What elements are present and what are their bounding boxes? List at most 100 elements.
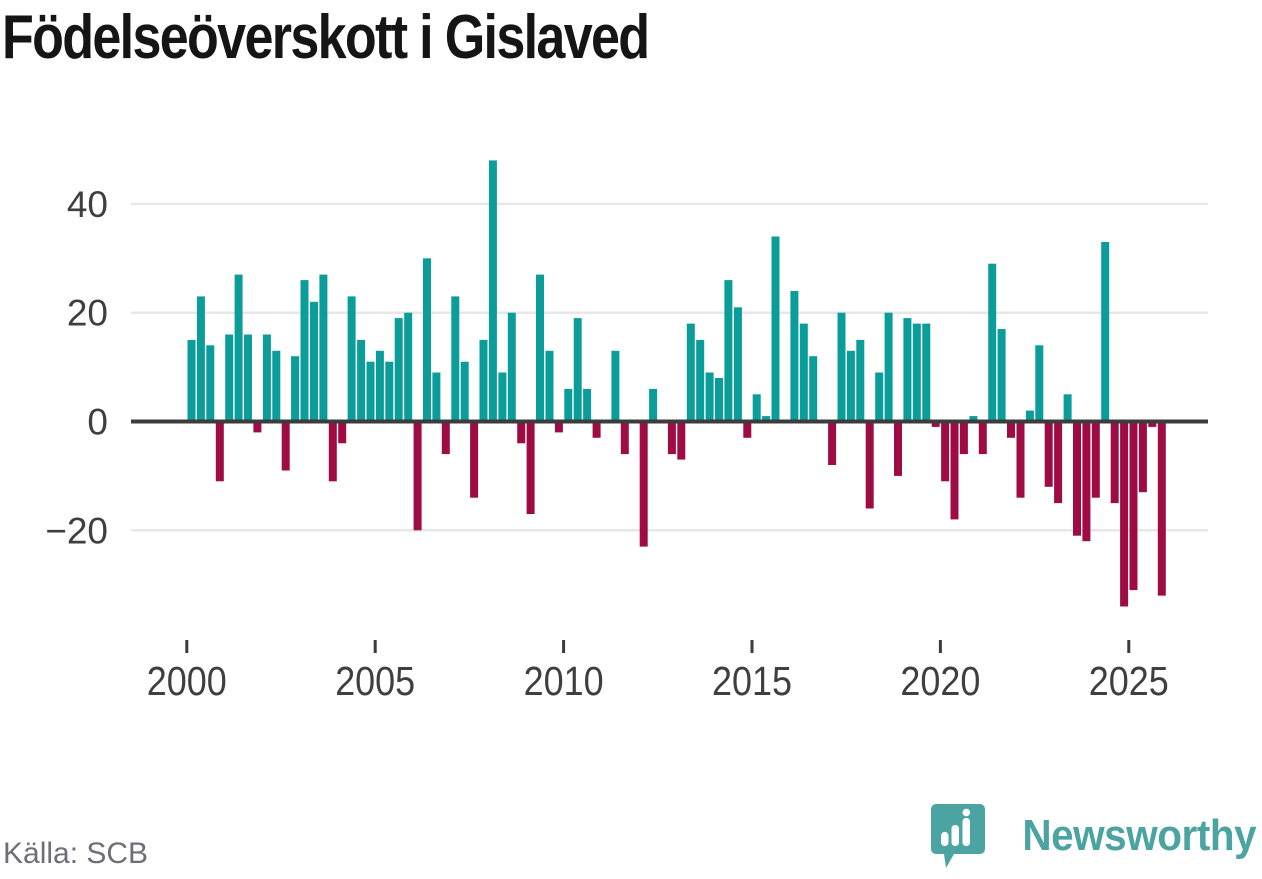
bar-2022-q4 <box>1044 421 1053 487</box>
bar-2000-q2 <box>196 296 205 422</box>
y-axis-label-20: 20 <box>67 293 108 334</box>
bar-2002-q3 <box>281 421 290 471</box>
bar-2006-q3 <box>432 372 441 422</box>
x-axis-label-2010: 2010 <box>524 658 604 704</box>
bar-2008-q1 <box>488 160 497 422</box>
bar-2020-q2 <box>950 421 959 520</box>
bar-2000-q4 <box>215 421 224 482</box>
speech-bubble-bar-chart-icon <box>930 804 985 868</box>
bar-2012-q2 <box>649 388 658 422</box>
bar-2014-q4 <box>743 421 752 438</box>
bar-2010-q3 <box>583 388 592 422</box>
bar-2012-q4 <box>667 421 676 455</box>
bar-2022-q3 <box>1035 345 1044 422</box>
bar-2011-q2 <box>611 350 620 422</box>
bar-2024-q3 <box>1110 421 1119 504</box>
bar-2005-q3 <box>394 318 403 422</box>
bar-2002-q1 <box>262 334 271 422</box>
newsworthy-logo: Newsworthy <box>930 803 1256 869</box>
bar-2004-q2 <box>347 296 356 422</box>
bar-2025-q1 <box>1129 421 1138 591</box>
bar-2006-q1 <box>413 421 422 531</box>
bar-2007-q3 <box>470 421 479 498</box>
bar-2017-q2 <box>837 312 846 422</box>
bar-2013-q4 <box>705 372 714 422</box>
bar-2014-q3 <box>733 307 742 422</box>
bar-2000-q1 <box>187 339 196 422</box>
bar-2021-q2 <box>988 263 997 422</box>
bar-2020-q3 <box>959 421 968 455</box>
bar-2013-q2 <box>686 323 695 422</box>
bar-2021-q4 <box>1007 421 1015 438</box>
bar-2018-q2 <box>875 372 884 422</box>
bar-2009-q3 <box>545 350 554 422</box>
bar-2013-q1 <box>677 421 686 460</box>
bar-2012-q1 <box>639 421 648 547</box>
bar-2025-q4 <box>1157 421 1166 596</box>
bar-2020-q4 <box>969 416 978 422</box>
bar-2016-q3 <box>809 356 818 422</box>
bar-2004-q3 <box>357 339 366 422</box>
bar-2008-q2 <box>498 372 507 422</box>
bar-2011-q3 <box>620 421 629 455</box>
bar-2003-q2 <box>310 301 318 422</box>
bar-2024-q1 <box>1091 421 1100 498</box>
bar-2007-q2 <box>460 361 469 422</box>
bar-2005-q1 <box>375 350 384 422</box>
bar-2004-q4 <box>366 361 375 422</box>
bar-2019-q4 <box>931 421 940 427</box>
bar-2022-q1 <box>1016 421 1025 498</box>
bar-2013-q3 <box>696 339 705 422</box>
x-axis-label-2025: 2025 <box>1089 658 1169 704</box>
y-axis-label-0: 0 <box>87 402 108 443</box>
bar-2014-q2 <box>724 280 733 422</box>
bar-2008-q4 <box>517 421 526 444</box>
bar-2003-q1 <box>300 280 309 422</box>
bar-2001-q3 <box>244 334 252 422</box>
bar-2003-q4 <box>328 421 337 482</box>
bar-2009-q1 <box>526 421 535 514</box>
bar-2023-q4 <box>1082 421 1091 542</box>
bar-2015-q3 <box>771 236 780 422</box>
x-axis-label-2020: 2020 <box>900 658 980 704</box>
bar-2023-q1 <box>1054 421 1063 504</box>
bar-2008-q3 <box>507 312 516 422</box>
bar-2000-q3 <box>206 345 215 422</box>
y-axis-label--20: −20 <box>45 510 108 551</box>
bar-2018-q3 <box>884 312 893 422</box>
bar-2017-q4 <box>856 339 865 422</box>
page-title: Födelseöverskott i Gislaved <box>2 3 650 72</box>
bar-2001-q2 <box>234 274 243 422</box>
bar-2019-q1 <box>903 318 912 422</box>
bar-2006-q4 <box>441 421 450 455</box>
source-note: Källa: SCB <box>3 837 149 870</box>
bar-2018-q1 <box>865 421 874 509</box>
bar-2001-q4 <box>253 421 262 433</box>
x-axis-label-2005: 2005 <box>335 658 415 704</box>
bar-2003-q3 <box>319 274 328 422</box>
bar-2015-q2 <box>762 416 771 422</box>
bar-2025-q2 <box>1138 421 1147 493</box>
bar-2023-q3 <box>1073 421 1081 536</box>
bar-2022-q2 <box>1025 410 1034 422</box>
bar-2015-q1 <box>752 394 761 422</box>
x-axis-label-2000: 2000 <box>147 658 227 704</box>
bar-2006-q2 <box>423 258 431 422</box>
x-axis-label-2015: 2015 <box>712 658 792 704</box>
bar-2021-q1 <box>978 421 987 455</box>
bar-2009-q4 <box>554 421 563 433</box>
bar-2024-q2 <box>1101 242 1110 422</box>
bar-2010-q1 <box>564 388 573 422</box>
bar-2019-q3 <box>922 323 931 422</box>
bar-2018-q4 <box>894 421 902 476</box>
bar-2014-q1 <box>715 378 723 422</box>
bar-2001-q1 <box>225 334 234 422</box>
bar-2025-q3 <box>1148 421 1157 427</box>
bar-2016-q2 <box>799 323 808 422</box>
branding-name: Newsworthy <box>1022 811 1256 860</box>
bar-2002-q2 <box>272 350 281 422</box>
bar-2007-q1 <box>451 296 460 422</box>
bar-2005-q4 <box>404 312 413 422</box>
bar-2021-q3 <box>997 329 1006 422</box>
